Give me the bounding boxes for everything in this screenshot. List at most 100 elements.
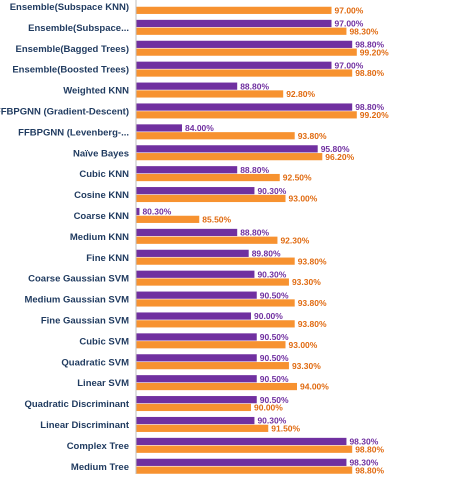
data-label: 90.30% — [257, 186, 286, 196]
category-label: Complex Tree — [67, 441, 129, 452]
category-label: Fine Gaussian SVM — [41, 315, 129, 326]
category-label: Weighted KNN — [63, 86, 129, 97]
data-label: 94.00% — [300, 382, 329, 392]
bar-orange — [136, 299, 295, 307]
data-label: 97.00% — [335, 5, 364, 15]
category-label: Cosine KNN — [74, 190, 129, 201]
data-label: 93.80% — [298, 319, 327, 329]
value-labels: 97.00%97.00%98.30%98.80%99.20%97.00%98.8… — [142, 5, 389, 475]
bar-orange — [136, 403, 251, 412]
category-label: Medium KNN — [70, 232, 129, 243]
bar-orange — [136, 111, 357, 119]
bar-purple — [136, 124, 182, 132]
bar-orange — [136, 194, 286, 203]
data-label: 93.00% — [289, 340, 318, 350]
bar-purple — [136, 396, 257, 404]
bar-orange — [136, 69, 353, 77]
data-label: 88.80% — [240, 81, 269, 91]
category-label: Coarse Gaussian SVM — [28, 274, 129, 285]
bar-purple — [136, 103, 353, 111]
data-label: 92.30% — [280, 235, 309, 245]
data-label: 98.80% — [355, 68, 384, 78]
bar-orange — [136, 278, 289, 286]
bars — [136, 6, 357, 474]
category-label: Medium Tree — [71, 462, 129, 473]
bar-purple — [136, 354, 257, 362]
bar-orange — [136, 382, 297, 391]
data-label: 90.30% — [257, 269, 286, 279]
data-label: 96.20% — [325, 152, 354, 162]
category-label: Coarse KNN — [74, 211, 130, 222]
bar-orange — [136, 90, 284, 98]
bar-orange — [136, 153, 323, 161]
bar-purple — [136, 40, 353, 48]
category-label: Cubic KNN — [79, 169, 129, 180]
data-label: 97.00% — [335, 19, 364, 29]
category-label: Ensemble(Bagged Trees) — [15, 44, 129, 55]
bar-orange — [136, 257, 295, 265]
data-label: 90.50% — [260, 374, 289, 384]
data-label: 92.80% — [286, 89, 315, 99]
bar-orange — [136, 6, 332, 14]
bar-orange — [136, 362, 289, 370]
data-label: 93.80% — [298, 298, 327, 308]
data-label: 93.80% — [298, 131, 327, 141]
bar-orange — [136, 132, 295, 140]
data-label: 98.80% — [355, 39, 384, 49]
bar-purple — [136, 187, 255, 195]
data-label: 93.80% — [298, 256, 327, 266]
data-label: 88.80% — [240, 165, 269, 175]
bar-purple — [136, 270, 255, 278]
category-labels: Ensemble(Subspace KNN) Ensemble(Subspace.… — [0, 2, 130, 473]
data-label: 98.80% — [355, 444, 384, 454]
bar-orange — [136, 173, 280, 182]
bar-orange — [136, 236, 278, 244]
bar-orange — [136, 215, 200, 223]
data-label: 93.00% — [289, 194, 318, 204]
category-label: Linear SVM — [77, 378, 129, 389]
bar-orange — [136, 48, 357, 56]
data-label: 99.20% — [360, 110, 389, 120]
bar-orange — [136, 27, 347, 35]
data-label: 88.80% — [240, 228, 269, 238]
data-label: 98.80% — [355, 465, 384, 474]
data-label: 98.30% — [349, 26, 378, 36]
bar-purple — [136, 416, 255, 425]
data-label: 89.80% — [252, 248, 281, 258]
category-label: Ensemble(Boosted Trees) — [12, 65, 129, 76]
category-label: FFBPGNN (Gradient-Descent) — [0, 106, 129, 117]
bar-purple — [136, 228, 238, 237]
bar-purple — [136, 333, 257, 341]
bar-purple — [136, 249, 249, 257]
bar-purple — [136, 291, 257, 299]
data-label: 90.50% — [260, 353, 289, 363]
data-label: 97.00% — [335, 60, 364, 70]
category-label: Ensemble(Subspace... — [28, 23, 129, 34]
data-label: 90.50% — [260, 332, 289, 342]
data-label: 99.20% — [360, 47, 389, 57]
data-label: 93.30% — [292, 361, 321, 371]
bar-purple — [136, 82, 238, 90]
bar-orange — [136, 424, 269, 432]
data-label: 92.50% — [283, 173, 312, 183]
bar-orange — [136, 341, 286, 349]
category-label: Naïve Bayes — [73, 148, 129, 159]
bar-purple — [136, 61, 332, 69]
category-label: Medium Gaussian SVM — [24, 295, 129, 306]
bar-purple — [136, 437, 347, 446]
data-label: 91.50% — [271, 423, 300, 433]
data-label: 98.80% — [355, 102, 384, 112]
bar-purple — [136, 166, 238, 174]
category-label: Fine KNN — [86, 253, 129, 264]
category-label: Quadratic SVM — [61, 357, 129, 368]
data-label: 98.30% — [349, 457, 378, 467]
category-label: Quadratic Discriminant — [24, 399, 129, 410]
data-label: 95.80% — [321, 144, 350, 154]
data-label: 93.30% — [292, 277, 321, 287]
category-label: Linear Discriminant — [40, 420, 130, 431]
category-label: Ensemble(Subspace KNN) — [10, 2, 129, 13]
data-label: 80.30% — [142, 207, 171, 217]
bar-purple — [136, 145, 318, 153]
